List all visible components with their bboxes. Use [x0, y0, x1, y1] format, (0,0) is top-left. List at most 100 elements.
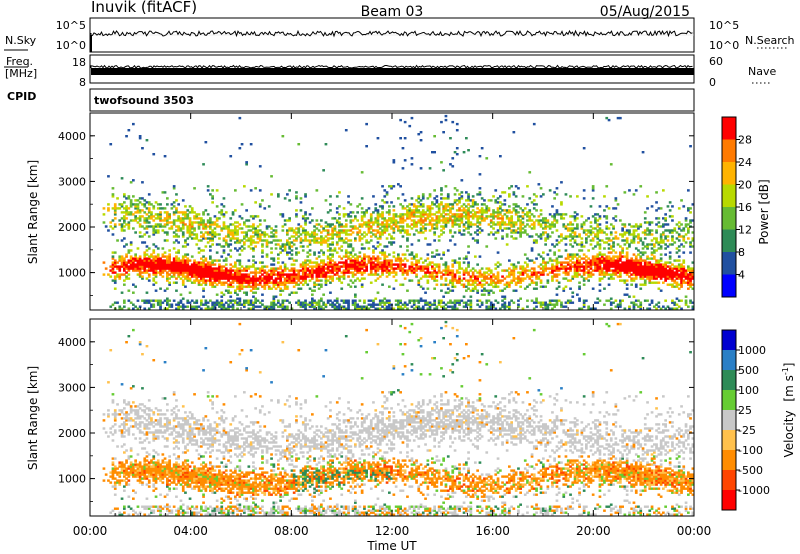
power-cell	[437, 239, 441, 242]
power-cell	[435, 223, 439, 226]
power-cell	[598, 277, 602, 280]
power-cell	[619, 275, 622, 278]
power-cell	[582, 267, 586, 270]
power-cell	[281, 283, 285, 286]
power-cell	[453, 305, 457, 308]
power-cell	[265, 239, 269, 242]
power-cell	[197, 225, 201, 228]
power-cell	[471, 279, 475, 282]
power-cell	[489, 281, 493, 284]
power-cell	[632, 267, 636, 270]
power-cell	[440, 193, 443, 196]
power-cell	[385, 269, 389, 272]
power-cell	[573, 263, 577, 266]
power-cell	[548, 271, 552, 274]
power-cell	[234, 269, 237, 272]
power-cell	[419, 257, 423, 260]
power-cell	[374, 263, 378, 266]
power-cell	[381, 231, 384, 234]
power-cell	[503, 297, 507, 300]
power-cell	[299, 263, 303, 266]
power-cell	[363, 211, 366, 214]
power-cell	[512, 277, 516, 280]
power-cell	[175, 207, 178, 210]
power-cell	[317, 273, 321, 276]
power-cell	[623, 243, 627, 246]
power-cell	[177, 303, 180, 306]
power-cell	[249, 239, 253, 242]
power-cell	[270, 193, 273, 196]
power-cell	[514, 221, 518, 224]
power-cell	[206, 265, 210, 268]
power-cell	[263, 305, 267, 308]
power-cell	[458, 281, 461, 284]
power-cell	[510, 281, 513, 284]
power-cell	[227, 253, 230, 256]
power-cell	[304, 231, 307, 234]
power-cell	[254, 285, 257, 288]
power-cell	[451, 225, 455, 228]
power-cell	[374, 265, 378, 268]
power-cell	[542, 221, 545, 224]
power-cell	[607, 243, 611, 246]
power-cell	[616, 255, 620, 258]
power-cell	[569, 223, 572, 226]
power-cell	[342, 225, 346, 228]
power-cell	[503, 221, 507, 224]
power-cell	[378, 261, 382, 264]
power-cell	[390, 201, 393, 204]
power-cell	[281, 289, 285, 292]
power-cell	[351, 273, 355, 276]
power-cell	[390, 187, 393, 190]
power-cell	[283, 247, 287, 250]
power-cell	[381, 261, 384, 264]
power-cell	[406, 209, 409, 212]
power-cell	[619, 259, 622, 262]
power-cell	[542, 231, 545, 234]
power-cell	[204, 257, 208, 260]
power-cell	[190, 223, 194, 226]
power-cell	[415, 275, 418, 278]
power-cell	[118, 203, 122, 206]
power-cell	[304, 229, 307, 232]
power-cell	[476, 303, 479, 306]
power-cell	[517, 279, 520, 282]
power-cell	[270, 251, 273, 254]
power-cell	[553, 253, 556, 256]
power-cell	[569, 253, 572, 256]
power-cell	[471, 283, 475, 286]
power-cell	[381, 267, 384, 270]
power-cell	[109, 143, 113, 146]
power-cell	[240, 245, 244, 248]
power-cell	[557, 281, 561, 284]
power-cell	[585, 267, 588, 270]
power-cell	[181, 303, 185, 306]
power-cell	[322, 293, 325, 296]
power-cell	[419, 167, 423, 170]
power-cell	[322, 307, 325, 310]
power-cell	[156, 215, 160, 218]
power-cell	[109, 275, 113, 278]
power-cell	[254, 269, 257, 272]
power-cell	[195, 243, 199, 246]
power-cell	[539, 195, 543, 198]
power-cell	[159, 211, 162, 214]
power-cell	[181, 263, 185, 266]
power-cell	[177, 241, 180, 244]
power-cell	[270, 273, 273, 276]
power-cell	[539, 305, 543, 308]
power-cell	[514, 265, 518, 268]
power-cell	[605, 265, 609, 268]
power-cell	[499, 223, 502, 226]
power-cell	[281, 135, 285, 138]
power-cell	[580, 263, 584, 266]
power-cell	[163, 225, 167, 228]
power-cell	[460, 233, 464, 236]
power-cell	[632, 265, 636, 268]
power-cell	[147, 207, 151, 210]
power-cell	[480, 147, 484, 150]
power-cell	[628, 231, 631, 234]
power-cell	[326, 225, 330, 228]
power-cell	[152, 205, 156, 208]
power-cell	[496, 251, 500, 254]
